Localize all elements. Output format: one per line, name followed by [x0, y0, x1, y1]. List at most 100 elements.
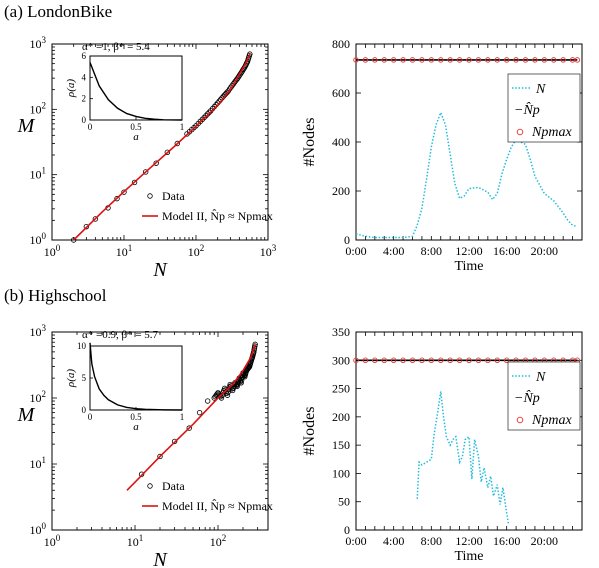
a-timeseries-series-Np-max-marker [438, 57, 444, 63]
b-timeseries-legend-Np-max: Npmax [531, 413, 572, 428]
a-scatter-x-tick-label: 102 [188, 243, 205, 259]
b-inset-y-tick-label: 10 [77, 341, 87, 351]
b-scatter-y-tick-label: 103 [30, 323, 47, 339]
b-timeseries-series-Np-max-marker [456, 357, 463, 364]
a-timeseries-y-tick-label: 400 [332, 135, 350, 149]
a-scatter-data-point [191, 124, 197, 131]
a-timeseries-series-Np-max-marker [409, 57, 416, 63]
b-timeseries-series-Np-max-marker [400, 357, 406, 364]
a-inset-y-tick-label: 2 [82, 94, 87, 104]
b-timeseries-series-Np-max-marker [353, 357, 359, 364]
a-scatter-axes [51, 43, 269, 241]
a-scatter-legend-data-marker [147, 193, 153, 199]
b-timeseries-legend-Np-max-marker [516, 416, 524, 424]
a-inset-y-label: ρ(a) [65, 79, 77, 98]
b-timeseries-x-tick-label: 20:00 [531, 534, 558, 548]
b-scatter-annotation: α* =0.9, β* = 5.7 [82, 329, 159, 341]
a-timeseries-x-tick-label: 4:00 [383, 244, 404, 258]
a-scatter-data-point [201, 114, 207, 121]
a-timeseries-series-Np-max-marker [513, 57, 519, 63]
a-timeseries-y-tick-label: 0 [344, 233, 350, 247]
b-inset-y-tick-label: 5 [82, 373, 87, 383]
b-timeseries-series-Np-max-marker [485, 357, 491, 364]
a-timeseries-x-tick-label: 20:00 [531, 244, 558, 258]
b-inset-density-curve [89, 342, 183, 411]
a-scatter-data-point [121, 189, 127, 195]
b-timeseries-series-Np-max-marker [438, 357, 444, 364]
a-timeseries-series-Np-max-marker [475, 57, 482, 63]
b-timeseries-series-N [416, 391, 510, 525]
a-timeseries-x-tick-label: 12:00 [455, 244, 482, 258]
b-scatter-x-tick-label: 101 [127, 533, 144, 549]
a-scatter-model-line [73, 53, 251, 241]
a-timeseries-series-Np-max-marker [503, 57, 510, 63]
a-timeseries-series-Np-max-marker [456, 57, 463, 63]
b-timeseries-x-tick-label: 0:00 [345, 534, 366, 548]
a-timeseries-series-Np-max-marker [466, 57, 472, 63]
a-timeseries-series-Np-max-marker [428, 57, 435, 63]
a-inset-y-tick-label: 0 [82, 115, 87, 125]
b-timeseries-y-tick-label: 250 [332, 382, 350, 396]
b-scatter-y-label: M [17, 404, 36, 426]
b-timeseries-y-tick-label: 350 [332, 325, 350, 339]
b-scatter-legend-model: Model II, N̂p ≈ Npmax [162, 499, 273, 513]
a-timeseries-x-tick-label: 8:00 [421, 244, 442, 258]
a-timeseries-series-N [355, 110, 578, 239]
b-timeseries-y-tick-label: 300 [332, 353, 350, 367]
a-inset-x-label: a [133, 131, 139, 143]
a-timeseries-x-tick-label: 0:00 [345, 244, 366, 258]
b-scatter-y-tick-label: 100 [30, 521, 47, 537]
b-scatter-legend-data-marker [147, 483, 153, 489]
b-timeseries-legend-N: N [535, 370, 546, 385]
a-timeseries-series-Np-max-marker [390, 57, 397, 63]
a-inset-x-tick-label: 1 [180, 122, 185, 132]
a-scatter-y-tick-label: 102 [30, 100, 47, 116]
a-scatter-x-tick-label: 101 [116, 243, 133, 259]
a-timeseries-series-Np-max-marker [447, 57, 453, 63]
a-timeseries-series-Np-max-marker [494, 57, 501, 63]
b-timeseries-series-Np-max-marker [390, 357, 397, 364]
b-inset-y-label: ρ(a) [65, 369, 77, 388]
b-timeseries-series-Np-max-marker [409, 357, 416, 364]
a-timeseries-series-Np-max-marker [381, 57, 388, 63]
a-inset-x-tick-label: 0.5 [130, 122, 142, 132]
b-scatter-data-point [204, 398, 211, 404]
b-inset-x-tick-label: 0.5 [130, 412, 142, 422]
panel-b-title: (b) Highschool [4, 286, 107, 305]
a-scatter-legend-data: Data [162, 189, 185, 203]
a-inset-x-tick-label: 0 [88, 122, 93, 132]
a-scatter-y-tick-label: 103 [30, 35, 47, 51]
a-timeseries-series-Np-max-marker [372, 57, 378, 63]
b-timeseries-y-tick-label: 0 [344, 523, 350, 537]
b-timeseries-y-tick-label: 100 [332, 466, 350, 480]
a-timeseries-y-label: #Nodes [301, 118, 318, 167]
a-scatter-data-point [232, 78, 239, 84]
a-scatter-annotation: α* =1, β* = 5.4 [82, 41, 150, 53]
a-inset-axes [89, 55, 183, 121]
b-timeseries-x-tick-label: 16:00 [493, 534, 520, 548]
b-timeseries-y-label: #Nodes [301, 407, 318, 456]
a-scatter-x-tick-label: 103 [260, 243, 277, 259]
b-timeseries-x-tick-label: 4:00 [383, 534, 404, 548]
a-scatter-data-point [164, 149, 171, 155]
b-scatter-data-point [217, 393, 224, 400]
a-scatter-data-point [174, 140, 181, 147]
b-timeseries-series-Np-max-marker [447, 357, 453, 364]
b-timeseries-series-Np-max-marker [362, 357, 369, 364]
a-scatter-data-point [203, 112, 209, 119]
a-scatter-data-point [153, 160, 159, 166]
a-timeseries-series-Np-max-marker [574, 57, 581, 63]
a-scatter-data-point [83, 223, 90, 230]
b-scatter-x-label: N [152, 549, 168, 568]
b-inset-x-label: a [133, 421, 139, 433]
b-timeseries-x-tick-label: 12:00 [455, 534, 482, 548]
b-timeseries-series-Np-max-marker [494, 357, 501, 364]
b-scatter-y-tick-label: 102 [30, 389, 47, 405]
b-scatter-data-point [252, 343, 258, 349]
b-timeseries-series-Np-max-marker [419, 357, 425, 364]
b-inset-x-tick-label: 1 [180, 412, 185, 422]
a-timeseries-legend-box [507, 73, 581, 143]
a-timeseries-series-Np-max-marker [353, 57, 359, 63]
a-scatter-data-point [92, 216, 99, 222]
